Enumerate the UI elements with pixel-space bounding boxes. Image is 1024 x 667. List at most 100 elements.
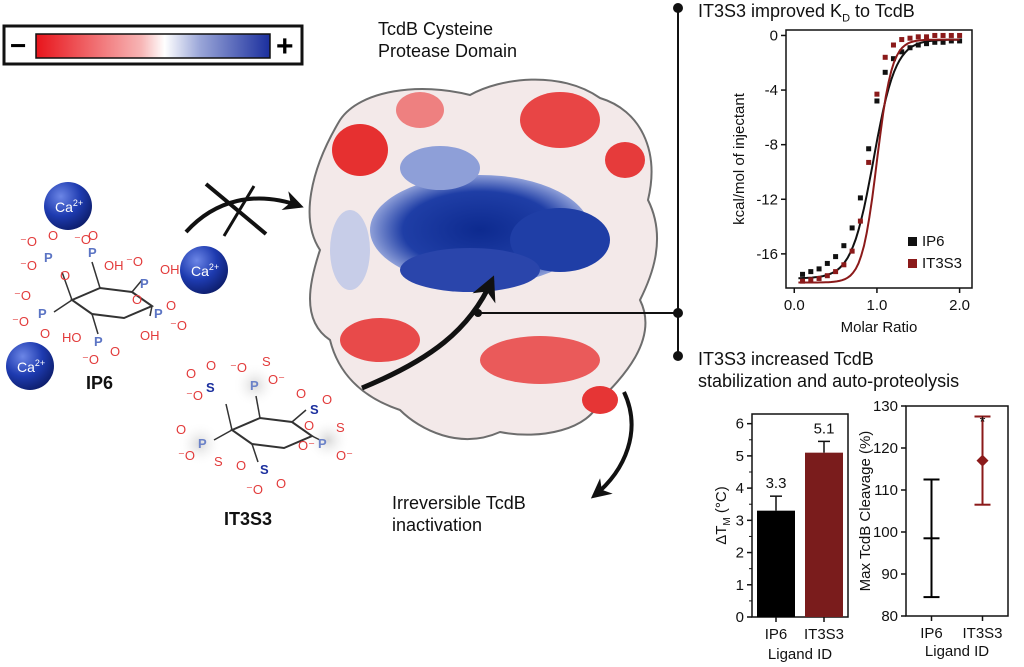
itc-point-ip6 [957,38,963,44]
svg-text:⁻O: ⁻O [246,482,263,497]
svg-text:S: S [310,402,319,417]
itc-xlabel: Molar Ratio [841,319,918,336]
svg-text:O: O [276,476,286,491]
calcium-ion: Ca2+ [180,246,228,294]
svg-text:O: O [110,344,120,359]
svg-text:⁻O: ⁻O [74,232,91,247]
svg-text:P: P [154,306,163,321]
itc-fit-line-it3s3 [798,38,960,284]
panel-connector [474,3,683,361]
svg-text:O: O [296,386,306,401]
itc-point-ip6 [849,225,855,231]
svg-text:O: O [48,228,58,243]
itc-point-it3s3 [857,218,863,224]
charge-scale-bar: − + [2,24,304,66]
svg-text:O: O [166,298,176,313]
itc-point-it3s3 [924,34,930,40]
svg-text:⁻O: ⁻O [20,234,37,249]
outcome-line1: Irreversible TcdB [392,493,526,513]
itc-point-ip6 [833,254,839,260]
svg-text:OH: OH [140,328,160,343]
inactivation-arrow [590,391,634,499]
cleave-ytick-label: 110 [874,482,898,499]
svg-text:P: P [318,436,327,451]
itc-point-ip6 [841,243,847,249]
itc-ylabel: kcal/mol of injectant [731,92,748,225]
tm-xlabel: Ligand ID [768,646,832,663]
svg-text:P: P [44,250,53,265]
cleave-ylabel: Max TcdB Cleavage (%) [857,431,874,592]
tm-xtick-label: IP6 [765,626,788,643]
itc-point-it3s3 [824,273,830,279]
svg-text:O: O [236,458,246,473]
outcome-line2: inactivation [392,515,483,535]
itc-point-ip6 [915,42,921,48]
itc-point-it3s3 [800,278,806,284]
itc-point-ip6 [924,41,930,47]
svg-text:⁻O: ⁻O [170,318,187,333]
protein-surface [308,78,658,441]
itc-point-ip6 [874,98,880,104]
svg-text:S: S [214,454,223,469]
svg-text:P: P [94,334,103,349]
itc-point-it3s3 [890,42,896,48]
svg-text:OH: OH [104,258,124,273]
itc-point-it3s3 [899,37,905,43]
svg-text:P: P [198,436,207,451]
svg-text:O⁻: O⁻ [298,438,315,453]
svg-text:⁻O: ⁻O [12,314,29,329]
tm-xtick-label: IT3S3 [804,626,844,643]
itc-point-it3s3 [816,275,822,281]
tm-bar-it3s3 [805,452,843,617]
cleave-frame [905,405,1009,617]
itc-xtick-label: 2.0 [949,297,970,314]
itc-point-it3s3 [874,91,880,97]
svg-text:⁻O: ⁻O [20,258,37,273]
cleave-ytick-label: 120 [873,440,898,457]
itc-point-ip6 [816,266,822,272]
itc-point-it3s3 [849,248,855,254]
itc-point-it3s3 [841,262,847,268]
itc-point-ip6 [800,271,806,277]
itc-chart: 0 -4 -8 -12 -16 0.0 1.0 2.0 Molar Ratio kcal/mol … [731,27,973,336]
stability-line1: IT3S3 increased TcdB [698,349,874,369]
itc-point-it3s3 [907,35,913,41]
svg-text:P: P [38,306,47,321]
itc-point-ip6 [808,269,814,275]
itc-point-ip6 [890,56,896,62]
tm-ytick-label: 6 [736,416,744,433]
cleave-xlabel: Ligand ID [925,643,989,660]
itc-xtick-label: 1.0 [867,297,888,314]
svg-text:⁻O: ⁻O [186,388,203,403]
itc-frame [785,29,973,289]
itc-xtick-label: 0.0 [784,297,805,314]
svg-text:O: O [132,292,142,307]
itc-legend-swatch [908,237,917,246]
tm-ylabel-sub: M [722,517,733,525]
svg-text:O: O [186,366,196,381]
outcome-label: Irreversible TcdB inactivation [392,492,526,536]
svg-text:P: P [88,245,97,260]
itc-legend-swatch [908,259,917,268]
itc-point-ip6 [824,260,830,266]
scale-minus: − [10,30,26,61]
itc-ytick-label: -12 [756,191,778,208]
svg-text:O: O [322,392,332,407]
tm-chart: 0 1 2 3 4 5 6 3.3 IP6 5.1 IT3S3 Ligand ID ΔTM (°C) [713,413,849,663]
itc-title: IT3S3 improved KD to TcdB [698,0,915,30]
svg-text:⁻O: ⁻O [126,254,143,269]
itc-point-it3s3 [948,32,954,38]
itc-title-sub: D [842,12,851,25]
svg-text:P: P [140,276,149,291]
svg-text:O: O [60,268,70,283]
svg-text:O: O [40,326,50,341]
protein-title-line2: Protease Domain [378,41,518,61]
itc-point-it3s3 [932,32,938,38]
cleave-xtick-label: IP6 [920,625,943,642]
svg-text:O⁻: O⁻ [336,448,353,463]
svg-text:⁻O: ⁻O [14,288,31,303]
significance-marker: * [980,414,986,431]
